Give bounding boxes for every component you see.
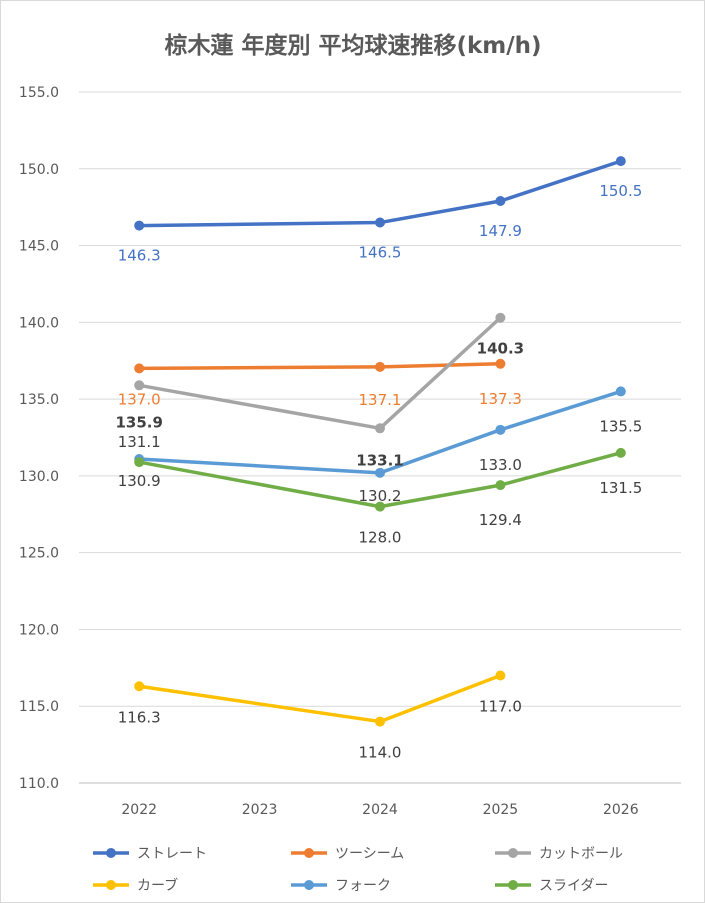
data-label: 150.5	[599, 182, 642, 200]
data-label: 135.9	[115, 413, 162, 431]
data-point	[134, 681, 145, 692]
data-point	[495, 196, 506, 207]
data-point	[495, 424, 506, 435]
series-line-2	[137, 315, 503, 431]
legend-marker	[304, 880, 314, 890]
data-label: 146.3	[118, 247, 161, 265]
data-point	[134, 380, 145, 391]
data-label: 133.0	[479, 456, 522, 474]
data-point	[495, 312, 506, 323]
y-tick-label: 115.0	[19, 699, 59, 715]
y-tick-label: 150.0	[19, 162, 59, 178]
legend-label: ストレート	[137, 846, 207, 862]
data-label: 137.1	[359, 391, 402, 409]
data-label: 131.5	[599, 479, 642, 497]
legend-label: カットボール	[539, 846, 623, 862]
legend-marker	[106, 848, 116, 858]
data-label: 137.0	[118, 390, 161, 408]
data-label: 128.0	[359, 529, 402, 547]
x-tick-label: 2023	[242, 802, 278, 818]
legend-label: ツーシーム	[335, 846, 404, 862]
data-label: 117.0	[479, 698, 522, 716]
data-point	[375, 217, 385, 228]
data-label: 130.2	[359, 487, 402, 505]
data-point	[134, 457, 145, 468]
y-tick-label: 120.0	[19, 622, 59, 638]
data-label: 130.9	[118, 472, 161, 490]
data-point	[615, 156, 626, 167]
y-tick-label: 125.0	[19, 546, 59, 562]
x-tick-label: 2022	[121, 802, 157, 818]
y-tick-label: 135.0	[19, 392, 59, 408]
data-point	[134, 220, 145, 231]
data-label: 116.3	[118, 708, 161, 726]
x-tick-label: 2025	[483, 802, 519, 818]
data-label: 146.5	[359, 244, 402, 262]
data-point	[495, 358, 506, 369]
legend-label: スライダー	[539, 878, 608, 894]
legend-marker	[304, 848, 314, 858]
series-line-4	[137, 389, 623, 475]
data-point	[495, 670, 506, 681]
data-point	[134, 363, 145, 374]
data-label: 133.1	[356, 451, 403, 469]
y-tick-label: 130.0	[19, 469, 59, 485]
y-tick-label: 110.0	[19, 776, 59, 792]
data-point	[375, 467, 385, 478]
data-point	[615, 386, 626, 397]
data-point	[375, 423, 385, 434]
data-label: 140.3	[477, 340, 524, 358]
x-tick-label: 2026	[603, 802, 639, 818]
y-tick-label: 140.0	[19, 315, 59, 331]
series-line-5	[137, 451, 623, 509]
series-line-3	[137, 673, 503, 724]
data-label: 137.3	[479, 390, 522, 408]
legend-label: カーブ	[137, 877, 178, 894]
data-point	[615, 447, 626, 458]
legend-marker	[106, 880, 116, 890]
y-tick-label: 145.0	[19, 239, 59, 255]
chart-title: 椋木蓮 年度別 平均球速推移(km/h)	[164, 32, 541, 59]
data-label: 131.1	[118, 433, 161, 451]
series-line-0	[137, 159, 623, 228]
data-point	[375, 501, 385, 512]
data-label: 114.0	[359, 744, 402, 762]
data-label: 129.4	[479, 511, 522, 529]
legend-label: フォーク	[335, 878, 391, 894]
data-point	[375, 716, 385, 727]
legend-marker	[508, 848, 518, 858]
data-point	[495, 480, 506, 491]
data-point	[375, 361, 385, 372]
x-tick-label: 2024	[362, 802, 398, 818]
data-label: 147.9	[479, 222, 522, 240]
data-label: 135.5	[599, 417, 642, 435]
y-tick-label: 155.0	[19, 85, 59, 101]
legend-marker	[508, 880, 518, 890]
